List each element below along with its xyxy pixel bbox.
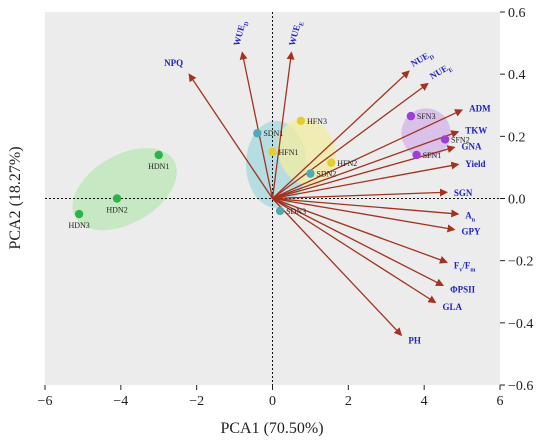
y-tick-label-5: −0.4 <box>508 317 533 332</box>
sample-points <box>74 111 450 219</box>
y-tick-label-3: 0.0 <box>508 193 526 208</box>
x-tick-label-1: −4 <box>113 394 128 409</box>
loading-arrow-2 <box>271 51 295 199</box>
variable-label-9: SGN <box>454 188 473 198</box>
loading-arrow-5 <box>272 109 463 200</box>
variable-label-10: An <box>465 211 476 224</box>
sample-point-sdn3 <box>275 206 285 216</box>
variable-label-6: TKW <box>465 126 487 136</box>
sample-point-hfn3 <box>296 116 306 125</box>
sample-point-sdn1 <box>253 129 262 138</box>
point-label-hfn3: HFN3 <box>307 117 327 126</box>
point-label-hdn1: HDN1 <box>148 162 169 171</box>
y-tick-label-2: 0.2 <box>508 130 526 145</box>
x-tick-label-2: −2 <box>189 394 204 409</box>
loading-arrow-14 <box>272 197 437 304</box>
loading-arrow-12 <box>272 197 448 264</box>
sample-point-hfn1 <box>268 147 277 157</box>
variable-label-0: NPQ <box>164 58 183 68</box>
x-tick-label-5: 4 <box>421 394 428 409</box>
x-axis: −6 −4 −2 0 2 4 6 <box>38 385 504 409</box>
point-label-sfn2: SFN2 <box>451 135 470 144</box>
loading-arrow-4 <box>272 82 429 200</box>
point-label-sdn1: SDN1 <box>263 129 283 138</box>
sample-point-sfn2 <box>440 135 450 144</box>
y-axis-title: PCA2 (18.27%) <box>7 146 24 249</box>
sample-point-sfn3 <box>406 111 416 121</box>
point-label-hdn2: HDN2 <box>106 206 127 215</box>
x-tick-label-3: 0 <box>269 394 276 409</box>
y-axis: 0.6 0.4 0.2 0.0 −0.2 −0.4 −0.6 <box>500 6 533 394</box>
point-label-sdn2: SDN2 <box>316 170 336 179</box>
y-tick-label-1: 0.4 <box>508 68 526 83</box>
loading-arrow-8 <box>272 161 460 200</box>
loading-arrow-9 <box>272 188 448 200</box>
y-tick-label-4: −0.2 <box>508 255 533 270</box>
point-label-sfn3: SFN3 <box>417 112 436 121</box>
loading-arrow-13 <box>272 197 445 287</box>
point-label-sfn1: SFN1 <box>423 151 442 160</box>
sample-point-hdn2 <box>112 194 122 203</box>
point-label-sdn3: SDN3 <box>286 207 306 216</box>
sample-point-hfn2 <box>327 158 336 167</box>
variable-label-11: GPY <box>462 227 481 237</box>
variable-label-8: Yield <box>465 159 485 169</box>
x-axis-title: PCA1 (70.50%) <box>220 420 323 437</box>
variable-label-7: GNA <box>462 142 483 152</box>
sample-point-sfn1 <box>412 150 421 160</box>
group-ellipse-0 <box>72 148 177 231</box>
loading-arrow-7 <box>272 145 456 200</box>
loading-arrow-6 <box>272 130 460 200</box>
loading-arrow-11 <box>272 197 456 233</box>
y-tick-label-0: 0.6 <box>508 6 526 21</box>
variable-label-15: PH <box>408 336 421 346</box>
sample-point-hdn1 <box>154 150 163 160</box>
sample-point-hdn3 <box>74 209 84 219</box>
variable-label-14: GLA <box>443 302 463 312</box>
point-label-hdn3: HDN3 <box>68 221 89 230</box>
loading-arrow-3 <box>272 70 410 199</box>
group-ellipse-2 <box>277 118 336 186</box>
variable-label-12: Fv/Fm <box>454 260 476 273</box>
point-label-hfn2: HFN2 <box>337 159 357 168</box>
x-tick-label-4: 2 <box>345 394 352 409</box>
loading-arrow-0 <box>188 73 274 199</box>
loading-arrow-15 <box>272 198 403 336</box>
loading-arrows <box>188 51 463 336</box>
x-tick-label-6: 6 <box>497 394 504 409</box>
variable-label-13: ΦPSII <box>450 284 475 294</box>
sample-point-sdn2 <box>306 169 315 178</box>
y-tick-label-6: −0.6 <box>508 379 533 394</box>
loading-arrow-1 <box>239 51 274 199</box>
x-tick-label-0: −6 <box>38 394 53 409</box>
point-label-hfn1: HFN1 <box>279 148 299 157</box>
point-labels: HDN1 HDN2 HDN3 SDN1 SDN2 SDN3 HFN1 HFN2 HFN3 SFN1… <box>68 112 469 230</box>
loading-arrow-10 <box>272 197 460 218</box>
variable-label-5: ADM <box>469 103 491 113</box>
